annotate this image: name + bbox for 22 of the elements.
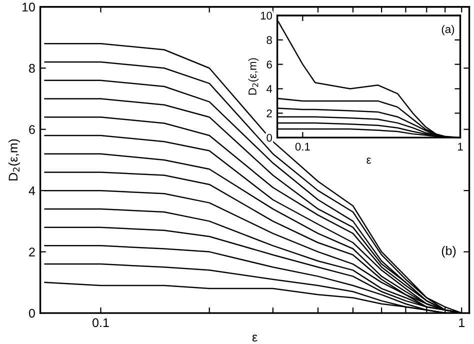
annotation: (b) — [442, 246, 456, 258]
x-tick-label: 1 — [458, 142, 463, 151]
annotation: (a) — [442, 24, 454, 36]
y-axis-title: D$_{2}$(ε,m) — [248, 58, 259, 95]
y-tick-label: 0 — [266, 134, 272, 142]
y-axis-title: D$_{2}$(ε,m) — [8, 139, 20, 180]
y-tick-label: 2 — [266, 109, 272, 118]
y-tick-label: 6 — [266, 60, 272, 68]
x-tick-label: 0.1 — [295, 142, 310, 151]
y-tick-label: 4 — [28, 186, 36, 196]
y-tick-label: 8 — [29, 64, 35, 73]
y-tick-label: 10 — [22, 2, 35, 12]
x-axis-title: ε — [252, 334, 258, 342]
x-tick-label: 1 — [459, 318, 464, 327]
y-tick-label: 6 — [29, 125, 35, 134]
y-tick-label: 10 — [260, 12, 272, 20]
y-tick-label: 8 — [266, 36, 272, 44]
y-tick-label: 2 — [29, 248, 35, 256]
y-tick-label: 0 — [28, 308, 35, 318]
x-tick-label: 0.1 — [92, 318, 109, 328]
y-tick-label: 4 — [266, 85, 272, 93]
x-axis-title: ε — [366, 158, 372, 164]
